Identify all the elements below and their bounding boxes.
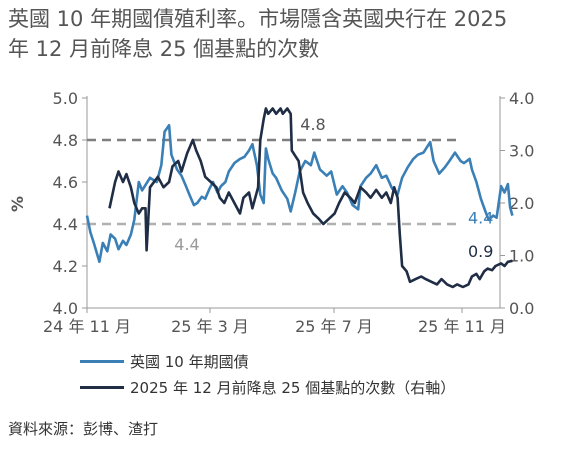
line-chart: 4.0 4.2 4.4 4.6 4.8 5.0 0.0 1.0 2.0 3.0 4.0% 24 年 1… xyxy=(8,89,534,336)
legend-swatch-rate-cuts xyxy=(80,385,124,389)
left-y-tick-label: 4.8 xyxy=(53,131,78,150)
legend-swatch-gilt-yield xyxy=(80,359,124,363)
left-y-tick-label: 4.4 xyxy=(53,215,78,234)
chart-title-line-2: 年 12 月前降息 25 個基點的次數 xyxy=(8,37,320,61)
right-y-tick-label: 2.0 xyxy=(509,194,534,213)
chart-title: 英國 10 年期國債殖利率。市場隱含英國央行在 2025 年 12 月前降息 2… xyxy=(8,4,564,64)
series-line-gilt-yield xyxy=(85,123,514,264)
left-y-axis-label: % xyxy=(8,196,27,212)
left-y-tick-label: 4.0 xyxy=(53,299,78,318)
legend-item-gilt-yield: 英國 10 年期國債 xyxy=(80,348,455,374)
legend: 英國 10 年期國債 2025 年 12 月前降息 25 個基點的次數（右軸） xyxy=(80,348,455,400)
source-note: 資料來源：彭博、渣打 xyxy=(8,420,159,438)
x-tick-label: 25 年 7 月 xyxy=(295,317,373,336)
legend-item-rate-cuts: 2025 年 12 月前降息 25 個基點的次數（右軸） xyxy=(80,374,455,400)
legend-label-rate-cuts: 2025 年 12 月前降息 25 個基點的次數（右軸） xyxy=(130,378,456,397)
reference-line-label: 4.8 xyxy=(300,115,325,134)
legend-label-gilt-yield: 英國 10 年期國債 xyxy=(130,352,249,371)
chart-title-line-1: 英國 10 年期國債殖利率。市場隱含英國央行在 2025 xyxy=(8,7,508,31)
x-tick-label: 25 年 3 月 xyxy=(171,317,249,336)
series-line-rate-cuts xyxy=(108,107,513,289)
right-y-tick-label: 4.0 xyxy=(509,89,534,108)
end-label-gilt-yield: 4.4 xyxy=(468,209,493,228)
x-tick-label: 25 年 11 月 xyxy=(418,317,506,336)
end-label-rate-cuts: 0.9 xyxy=(468,242,493,261)
left-y-tick-label: 4.6 xyxy=(53,173,78,192)
left-y-tick-label: 4.2 xyxy=(53,257,78,276)
right-y-tick-label: 3.0 xyxy=(509,142,534,161)
reference-line-label: 4.4 xyxy=(174,235,199,254)
right-y-tick-label: 0.0 xyxy=(509,299,534,318)
right-y-tick-label: 1.0 xyxy=(509,247,534,266)
x-tick-label: 24 年 11 月 xyxy=(43,317,131,336)
left-y-tick-label: 5.0 xyxy=(53,89,78,108)
